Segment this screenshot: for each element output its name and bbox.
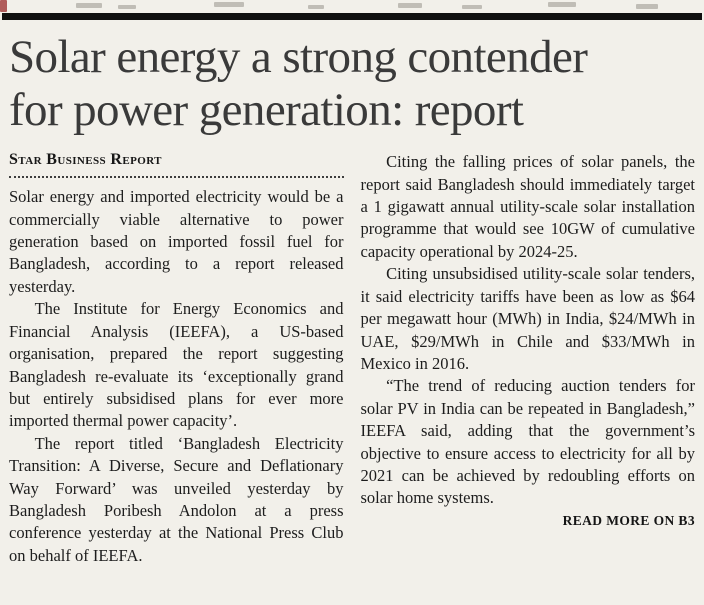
dotted-separator	[9, 171, 344, 179]
cropped-text-fragment	[118, 5, 136, 9]
paragraph: Citing the falling prices of solar panel…	[360, 152, 696, 261]
cropped-text-fragment	[398, 3, 422, 8]
headline-line-2: for power generation: report	[9, 83, 524, 136]
cropped-red-fragment	[0, 0, 7, 12]
cropped-previous-article-strip	[0, 0, 704, 13]
paragraph: “The trend of reducing auction tenders f…	[360, 376, 696, 508]
paragraph: The Institute for Energy Economics and F…	[9, 299, 344, 431]
cropped-text-fragment	[76, 3, 102, 8]
cropped-text-fragment	[636, 4, 658, 9]
section-divider-rule	[2, 13, 702, 20]
paragraph: The report titled ‘Bangladesh Electricit…	[9, 433, 344, 565]
headline-line-1: Solar energy a strong contender	[9, 31, 588, 83]
cropped-text-fragment	[214, 2, 244, 7]
byline: Star Business Report	[9, 151, 162, 169]
cropped-text-fragment	[548, 2, 576, 7]
cropped-text-fragment	[308, 5, 324, 9]
paragraph-lede: Solar energy and imported electricity wo…	[9, 187, 344, 296]
paragraph: Citing unsubsidised utility-scale solar …	[360, 264, 696, 373]
read-more-note: READ MORE ON B3	[562, 512, 695, 528]
right-column: Citing the falling prices of solar panel…	[361, 151, 696, 567]
article-headline: Solar energy a strong contender for powe…	[9, 31, 695, 136]
article-body: Star Business Report Solar energy and im…	[9, 151, 695, 567]
cropped-text-fragment	[462, 5, 482, 9]
left-column: Star Business Report Solar energy and im…	[9, 151, 344, 567]
